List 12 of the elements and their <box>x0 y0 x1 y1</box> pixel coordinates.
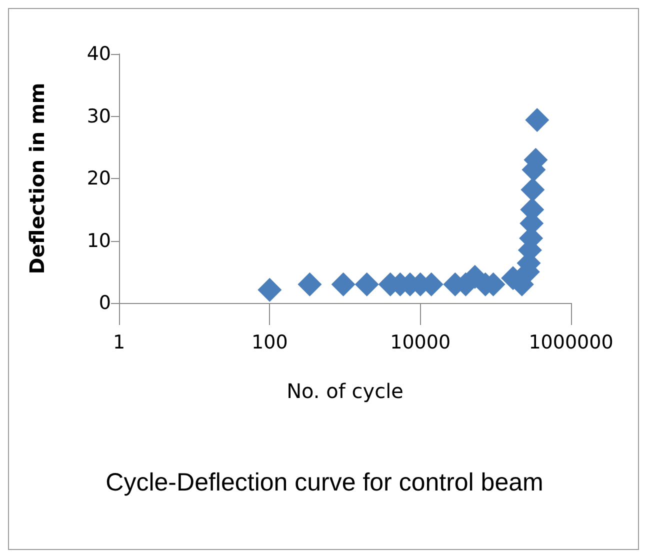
y-tick-label: 0 <box>98 292 111 314</box>
x-axis-title: No. of cycle <box>286 379 404 403</box>
y-axis-title: Deflection in mm <box>25 82 49 274</box>
text: Cycle-Deflection curve for control beam <box>106 468 544 496</box>
y-tick-label: 20 <box>86 168 111 190</box>
x-tick-label: 1 <box>112 332 126 354</box>
x-tick-label: 10000 <box>390 332 451 354</box>
y-tick-label: 30 <box>86 105 111 128</box>
y-tick-label: 10 <box>86 230 111 252</box>
x-tick-label: 1000000 <box>528 332 614 354</box>
y-tick-label: 40 <box>86 43 111 65</box>
x-tick-label: 100 <box>252 332 288 354</box>
